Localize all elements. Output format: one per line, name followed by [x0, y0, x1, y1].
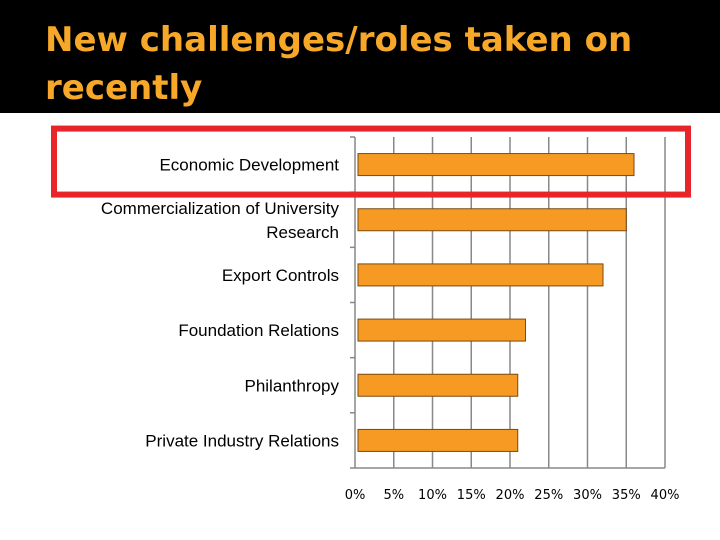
x-tick-label: 15% — [457, 488, 486, 503]
x-tick-label: 0% — [345, 488, 366, 503]
title-bar: New challenges/roles taken on recently — [0, 0, 720, 113]
bar — [357, 373, 519, 397]
category-label: Private Industry Relations — [145, 431, 339, 450]
category-label: Philanthropy — [244, 376, 339, 395]
bar — [357, 428, 519, 452]
y-axis — [350, 136, 665, 469]
x-tick-label: 40% — [651, 488, 680, 503]
x-tick-labels: 0% 5% 10% 15% 20% 25% 30% 35% 40% — [345, 488, 680, 503]
bar-chart: Economic Development Commercialization of… — [51, 125, 691, 503]
bar — [357, 208, 627, 232]
category-label: Foundation Relations — [178, 321, 339, 340]
category-label: Commercialization of University Research — [101, 199, 340, 242]
category-label: Economic Development — [159, 156, 339, 175]
x-tick-label: 35% — [612, 488, 641, 503]
gridlines — [393, 137, 666, 468]
bar — [357, 153, 635, 177]
highlight-rectangle — [51, 125, 691, 198]
x-tick-label: 10% — [418, 488, 447, 503]
highlight-box — [51, 125, 691, 198]
slide-title: New challenges/roles taken on recently — [45, 20, 633, 108]
bars — [357, 153, 635, 452]
category-labels: Economic Development Commercialization of… — [101, 156, 340, 451]
x-tick-label: 5% — [383, 488, 404, 503]
x-tick-label: 30% — [573, 488, 602, 503]
x-tick-label: 25% — [534, 488, 563, 503]
category-label: Export Controls — [222, 266, 339, 285]
bar — [357, 263, 604, 287]
bar — [357, 318, 526, 342]
x-tick-label: 20% — [496, 488, 525, 503]
